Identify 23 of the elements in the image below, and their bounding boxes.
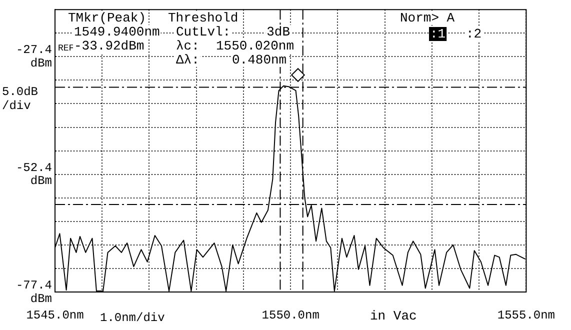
y-tick-label: -77.4 dBm — [16, 278, 52, 306]
y-tick-label: -27.4 dBm — [16, 43, 52, 70]
annotation: 1550.020nm — [216, 38, 294, 54]
y-axis-title: 5.0dB /div — [2, 85, 38, 114]
annotation: -33.92dBm — [74, 38, 144, 54]
annotation: 0.480nm — [232, 52, 287, 68]
annotation: Δλ: — [176, 52, 200, 68]
annotation: Threshold — [168, 10, 238, 26]
annotation: :1 — [430, 26, 446, 42]
annotation: Norm> A — [400, 10, 455, 26]
x-tick-label: 1550.0nm — [262, 308, 320, 322]
annotation: REF — [58, 43, 74, 54]
x-axis-title: 1.0nm/div — [100, 311, 165, 326]
y-tick-label: -52.4 dBm — [16, 160, 52, 188]
annotation: 3dB — [266, 24, 290, 40]
text: in Vac — [370, 308, 417, 324]
annotation: :2 — [466, 26, 482, 42]
annotation: TMkr(Peak) — [68, 10, 146, 26]
annotation: 1549.9400nm — [74, 24, 160, 40]
x-tick-label: 1555.0nm — [497, 308, 555, 322]
annotation: λc: — [176, 38, 200, 54]
x-tick-label: 1545.0nm — [26, 308, 84, 322]
annotation: CutLvl: — [176, 24, 231, 40]
